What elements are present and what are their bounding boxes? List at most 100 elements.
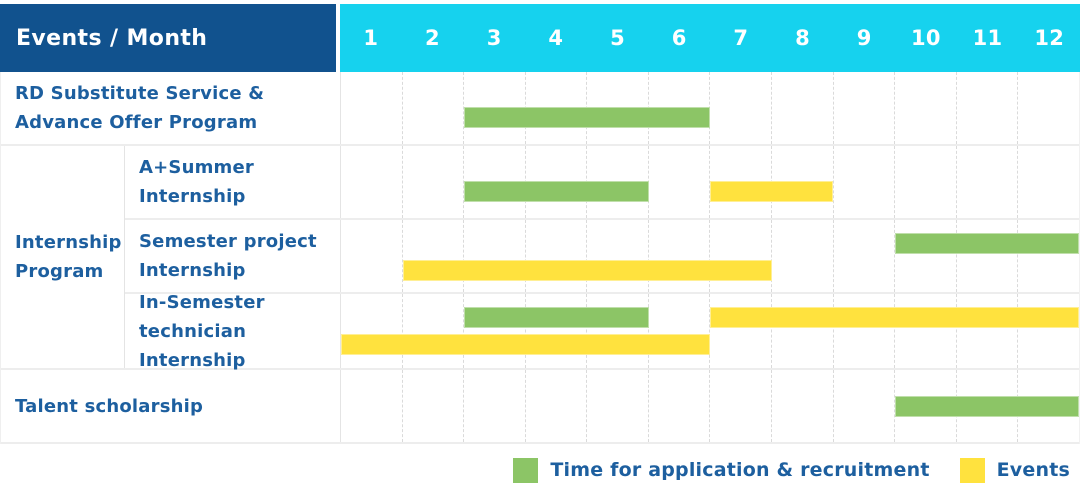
month-column (341, 220, 402, 292)
month-column (709, 146, 771, 218)
legend-item: Events (959, 457, 1070, 483)
row-label-line: Program (15, 261, 104, 282)
month-header-cell: 9 (856, 26, 872, 50)
month-column (832, 294, 895, 368)
month-column (894, 146, 956, 218)
month-column (341, 146, 402, 218)
row-label: RD Substitute Service & Advance Offer Pro… (1, 72, 341, 144)
legend-swatch-yellow (959, 457, 985, 483)
gantt-bar-green (464, 107, 710, 128)
row-label-line: Internship (139, 260, 246, 281)
legend-item: Time for application & recruitment (513, 457, 930, 483)
row-timeline (341, 146, 1079, 218)
gantt-bar-green (894, 396, 1079, 417)
gantt-bar-green (464, 181, 649, 202)
month-column (1017, 72, 1079, 144)
month-column (771, 370, 833, 442)
row-label-line: technician Internship (139, 320, 247, 371)
month-column (341, 294, 402, 368)
group-sub-rows: A+Summer Internship Semester project Intern… (125, 146, 1079, 371)
month-column (586, 294, 648, 368)
legend-label: Events (996, 459, 1070, 481)
gantt-bar-green (464, 307, 649, 328)
month-column (955, 146, 1018, 218)
gantt-bar-green (894, 233, 1079, 254)
row-label: Semester project Internship (125, 220, 341, 292)
row-label-line: RD Substitute Service & (15, 83, 265, 104)
month-column (832, 370, 895, 442)
month-column (647, 294, 710, 368)
month-column (1017, 220, 1079, 292)
month-column (709, 72, 771, 144)
month-column (832, 146, 895, 218)
month-header-cell: 12 (1034, 26, 1065, 50)
gantt-bar-yellow (402, 260, 772, 281)
table-row-group: Internship Program A+Summer Internship Semes… (1, 146, 1079, 371)
month-column (771, 220, 833, 292)
month-column (401, 72, 464, 144)
month-column (401, 146, 464, 218)
month-column (955, 72, 1018, 144)
month-header-cell: 11 (972, 26, 1003, 50)
month-column (463, 72, 525, 144)
month-header-cell: 4 (548, 26, 564, 50)
month-column (709, 370, 771, 442)
month-column (463, 220, 525, 292)
month-column (586, 370, 648, 442)
month-column (894, 220, 956, 292)
row-label-line: In-Semester (139, 291, 265, 313)
month-column (709, 220, 771, 292)
month-header-cell: 3 (486, 26, 502, 50)
month-column (1017, 294, 1079, 368)
month-header-cell: 7 (733, 26, 749, 50)
row-label: In-Semester technician Internship (125, 292, 341, 371)
row-timeline (341, 370, 1079, 442)
month-column (401, 294, 464, 368)
month-column (647, 220, 710, 292)
month-column (401, 370, 464, 442)
month-header-cell: 8 (795, 26, 810, 50)
row-label-line: Internship (139, 186, 246, 207)
row-label-line: Talent scholarship (15, 395, 204, 417)
month-column (832, 72, 895, 144)
month-header-strip: 1 2 3 4 5 6 7 8 9 10 11 12 (340, 4, 1080, 72)
month-column (894, 294, 956, 368)
month-header-cell: 5 (610, 26, 625, 50)
month-column (1017, 146, 1079, 218)
legend-swatch-green (513, 457, 539, 483)
group-label: Internship Program (1, 146, 125, 368)
month-column (647, 146, 710, 218)
month-column (341, 72, 402, 144)
month-column (586, 220, 648, 292)
month-header-cell: 2 (425, 26, 440, 50)
row-label-line: Semester project (139, 231, 317, 252)
month-column (524, 294, 587, 368)
month-column (341, 370, 402, 442)
month-column (894, 72, 956, 144)
month-column (955, 220, 1018, 292)
row-timeline (341, 294, 1079, 368)
events-month-header: Events / Month (0, 4, 336, 72)
month-column (832, 220, 895, 292)
table-body: RD Substitute Service & Advance Offer Pro… (0, 72, 1080, 444)
month-column (771, 72, 833, 144)
legend-label: Time for application & recruitment (550, 459, 930, 481)
row-timeline (341, 220, 1079, 292)
row-timeline (341, 72, 1079, 144)
gantt-bar-yellow (710, 307, 1079, 328)
month-column (524, 220, 587, 292)
row-label: Talent scholarship (1, 370, 341, 442)
table-row: A+Summer Internship (125, 146, 1079, 220)
month-column (401, 220, 464, 292)
month-header-cell: 6 (671, 26, 687, 50)
month-column (647, 370, 710, 442)
month-column (463, 370, 525, 442)
month-column (524, 370, 587, 442)
month-column (463, 294, 525, 368)
month-column (955, 294, 1018, 368)
row-label-line: Advance Offer Program (15, 112, 258, 133)
table-row: In-Semester technician Internship (125, 292, 1079, 371)
gantt-bar-yellow (341, 334, 710, 355)
gantt-schedule-table: Events / Month 1 2 3 4 5 6 7 8 9 10 11 12 RD Substi… (0, 4, 1080, 494)
month-column (709, 294, 771, 368)
